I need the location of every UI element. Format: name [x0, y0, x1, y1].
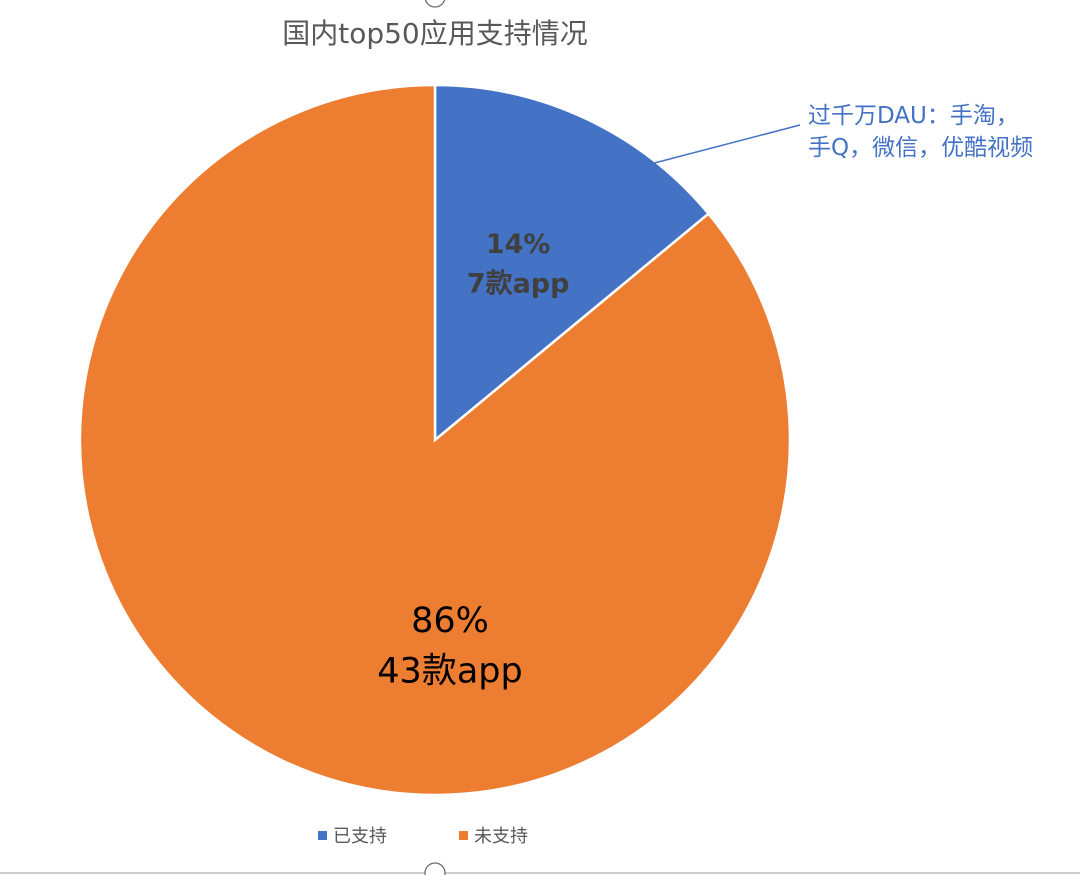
slice-count-label-0: 7款app — [467, 268, 570, 299]
legend-item-supported: 已支持 — [318, 822, 387, 848]
legend: 已支持 未支持 — [318, 822, 528, 848]
slice-percent-label-1: 86% — [411, 601, 489, 641]
slice-count-label-1: 43款app — [377, 652, 522, 692]
annotation-line-2: 手Q，微信，优酷视频 — [808, 135, 1034, 161]
bottom-resize-handle[interactable] — [424, 862, 446, 875]
annotation-leader-line — [625, 124, 801, 172]
legend-swatch-unsupported — [459, 830, 468, 840]
slice-percent-label-0: 14% — [486, 229, 551, 260]
pie-slice-1 — [78, 83, 792, 797]
top-resize-handle[interactable] — [424, 0, 446, 8]
legend-swatch-supported — [318, 830, 327, 840]
chart-title: 国内top50应用支持情况 — [282, 17, 588, 50]
annotation-callout: 过千万DAU：手淘， 手Q，微信，优酷视频 — [808, 100, 1033, 164]
legend-label-unsupported: 未支持 — [474, 826, 528, 847]
legend-item-unsupported: 未支持 — [459, 822, 528, 848]
legend-label-supported: 已支持 — [333, 826, 387, 847]
pie-slice-0 — [433, 83, 711, 443]
annotation-line-1: 过千万DAU：手淘， — [808, 103, 1019, 129]
